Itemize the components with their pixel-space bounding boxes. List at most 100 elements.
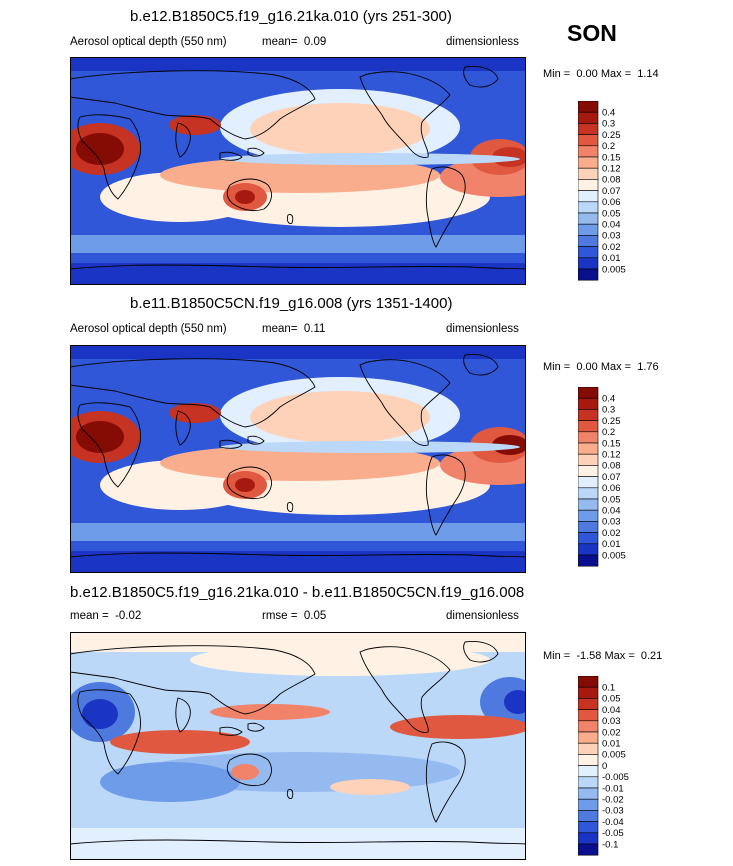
panel2-colorbar-tick: 0.05 xyxy=(602,494,621,505)
panel2-colorbar-box xyxy=(578,442,599,455)
panel2-min-value: 0.00 xyxy=(576,361,598,373)
panel2-colorbar-tick: 0.3 xyxy=(602,405,615,416)
panel2-mean-value: 0.11 xyxy=(303,323,326,335)
panel3-colorbar-tick: 0.005 xyxy=(602,750,626,761)
coastline xyxy=(175,697,191,733)
panel1-max-value: 1.14 xyxy=(637,68,659,80)
panel1-colorbar-box xyxy=(578,190,599,203)
atlantic-core xyxy=(504,690,526,714)
panel1-title: b.e12.B1850C5.f19_g16.21ka.010 (yrs 251-… xyxy=(130,8,452,25)
coastline xyxy=(247,435,265,445)
panel1-colorbar-box xyxy=(578,268,599,281)
coastline xyxy=(425,166,466,248)
panel2-colorbar-box xyxy=(578,543,599,556)
panel1-colorbar-tick: 0.3 xyxy=(602,119,615,130)
panel3-colorbar-box xyxy=(578,765,599,778)
panel2-map xyxy=(70,345,526,573)
coastline xyxy=(70,70,316,140)
panel2-max-value: 1.76 xyxy=(637,361,659,373)
panel2-colorbar-tick: 0.08 xyxy=(602,461,621,472)
coastline xyxy=(247,147,265,157)
panel3-colorbar-box xyxy=(578,832,599,845)
panel1-colorbar: 0.40.30.250.20.150.120.080.070.060.050.0… xyxy=(578,101,626,281)
panel3-colorbar-tick: 0.1 xyxy=(602,683,615,694)
panel3-colorbar-box xyxy=(578,821,599,834)
coastline xyxy=(226,178,272,212)
coastline xyxy=(175,122,191,158)
panel1-colorbar-box xyxy=(578,111,599,124)
panel2-colorbar-box xyxy=(578,487,599,500)
panel2-colorbar-box xyxy=(578,476,599,489)
panel1-minmax: Min = 0.00 Max = 1.14 xyxy=(543,68,659,80)
panel3-minmax: Min = -1.58 Max = 0.21 xyxy=(543,650,662,662)
panel2-title: b.e11.B1850C5CN.f19_g16.008 (yrs 1351-14… xyxy=(130,295,453,312)
map-border xyxy=(70,345,526,573)
panel1-variable-label: Aerosol optical depth (550 nm) xyxy=(70,36,227,48)
panel3-colorbar-box xyxy=(578,810,599,822)
tropical-indian-field xyxy=(110,730,250,754)
north-pacific-field-inner xyxy=(250,391,430,443)
panel1-colorbar-tick: 0.02 xyxy=(602,242,621,253)
coastline xyxy=(219,726,243,736)
panel2-colorbar-tick: 0.005 xyxy=(602,550,626,561)
coastline xyxy=(77,402,141,488)
asian-dust-field xyxy=(169,115,221,135)
map-border xyxy=(70,57,526,285)
panel3-colorbar-box xyxy=(578,754,599,766)
coastline xyxy=(463,641,499,663)
coastline xyxy=(359,71,451,158)
panel3-min-value: -1.58 xyxy=(576,650,602,662)
coastline xyxy=(77,114,141,200)
panel3-colorbar-tick: -0.02 xyxy=(602,795,624,806)
panel2-colorbar-box xyxy=(578,554,599,567)
panel2-max-text: Max = xyxy=(600,361,632,373)
panel2-mean-label: mean= 0.11 xyxy=(262,323,325,335)
north-pacific-field-inner xyxy=(250,103,430,155)
coastline xyxy=(286,214,294,224)
panel1-mean-value: 0.09 xyxy=(303,36,327,48)
indian-ocean-field xyxy=(100,762,240,802)
coastline xyxy=(70,839,526,845)
coastline xyxy=(70,358,316,428)
panel3-mean-label: mean = -0.02 xyxy=(70,610,141,622)
panel3-rmse-text: rmse = xyxy=(262,610,298,622)
atlantic-field xyxy=(480,677,526,727)
panel1-colorbar-tick: 0.4 xyxy=(602,108,615,119)
panel3-colorbar-box xyxy=(578,686,599,699)
coastline xyxy=(425,454,466,536)
panel1-colorbar-tick: 0.06 xyxy=(602,197,621,208)
panel3-colorbar-box xyxy=(578,798,599,811)
panel1-colorbar-box xyxy=(578,201,599,214)
panel2-units-label: dimensionless xyxy=(446,323,519,335)
panel3-colorbar: 0.10.050.040.030.020.010.0050-0.005-0.01… xyxy=(578,676,629,856)
coastline xyxy=(70,552,526,558)
sahara-core xyxy=(82,699,118,729)
panel2-colorbar-box xyxy=(578,409,599,421)
panel1-colorbar-tick: 0.25 xyxy=(602,130,621,141)
sahara-dust-core xyxy=(76,421,124,453)
panel2-colorbar-box xyxy=(578,387,599,399)
north-pacific-field xyxy=(190,644,490,676)
panel2-colorbar-box xyxy=(578,521,599,533)
arctic-band xyxy=(70,345,526,359)
coastline xyxy=(286,789,294,799)
tropical-atlantic-field xyxy=(390,715,526,739)
panel1-units-label: dimensionless xyxy=(446,36,519,48)
panel3-colorbar-box xyxy=(578,720,599,733)
panel3-colorbar-tick: -0.01 xyxy=(602,783,624,794)
panel2-colorbar-box xyxy=(578,532,599,545)
coastline xyxy=(219,439,243,449)
panel1-colorbar-box xyxy=(578,145,599,158)
antarctic-deep-band xyxy=(70,551,526,573)
panel2-colorbar-box xyxy=(578,498,599,511)
antarctic-band xyxy=(70,828,526,860)
equatorial-band xyxy=(220,153,520,165)
panel2-colorbar-tick: 0.2 xyxy=(602,427,615,438)
panel3-rmse-value: 0.05 xyxy=(303,610,327,622)
panel1-colorbar-tick: 0.01 xyxy=(602,253,621,264)
panel3-colorbar-box xyxy=(578,742,599,755)
coastline xyxy=(463,66,499,88)
panel1-colorbar-tick: 0.15 xyxy=(602,152,621,163)
coastline xyxy=(77,689,141,775)
panel1-colorbar-box xyxy=(578,257,599,270)
